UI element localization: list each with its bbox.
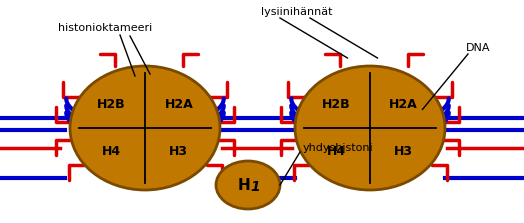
Text: H3: H3 [169, 145, 188, 158]
Text: histonioktameeri: histonioktameeri [58, 23, 152, 33]
Text: yhdyshistoni: yhdyshistoni [303, 143, 374, 153]
Ellipse shape [295, 66, 445, 190]
Text: H2A: H2A [389, 98, 418, 111]
Ellipse shape [216, 161, 280, 209]
Ellipse shape [70, 66, 220, 190]
Text: lysiinihännät: lysiinihännät [261, 7, 333, 17]
Text: H2B: H2B [97, 98, 126, 111]
Text: H4: H4 [326, 145, 346, 158]
Text: H2B: H2B [322, 98, 351, 111]
Text: H3: H3 [394, 145, 413, 158]
Text: H: H [237, 178, 250, 192]
Text: 1: 1 [250, 180, 260, 194]
Text: DNA: DNA [466, 43, 490, 53]
Text: H2A: H2A [165, 98, 193, 111]
Text: H4: H4 [102, 145, 121, 158]
